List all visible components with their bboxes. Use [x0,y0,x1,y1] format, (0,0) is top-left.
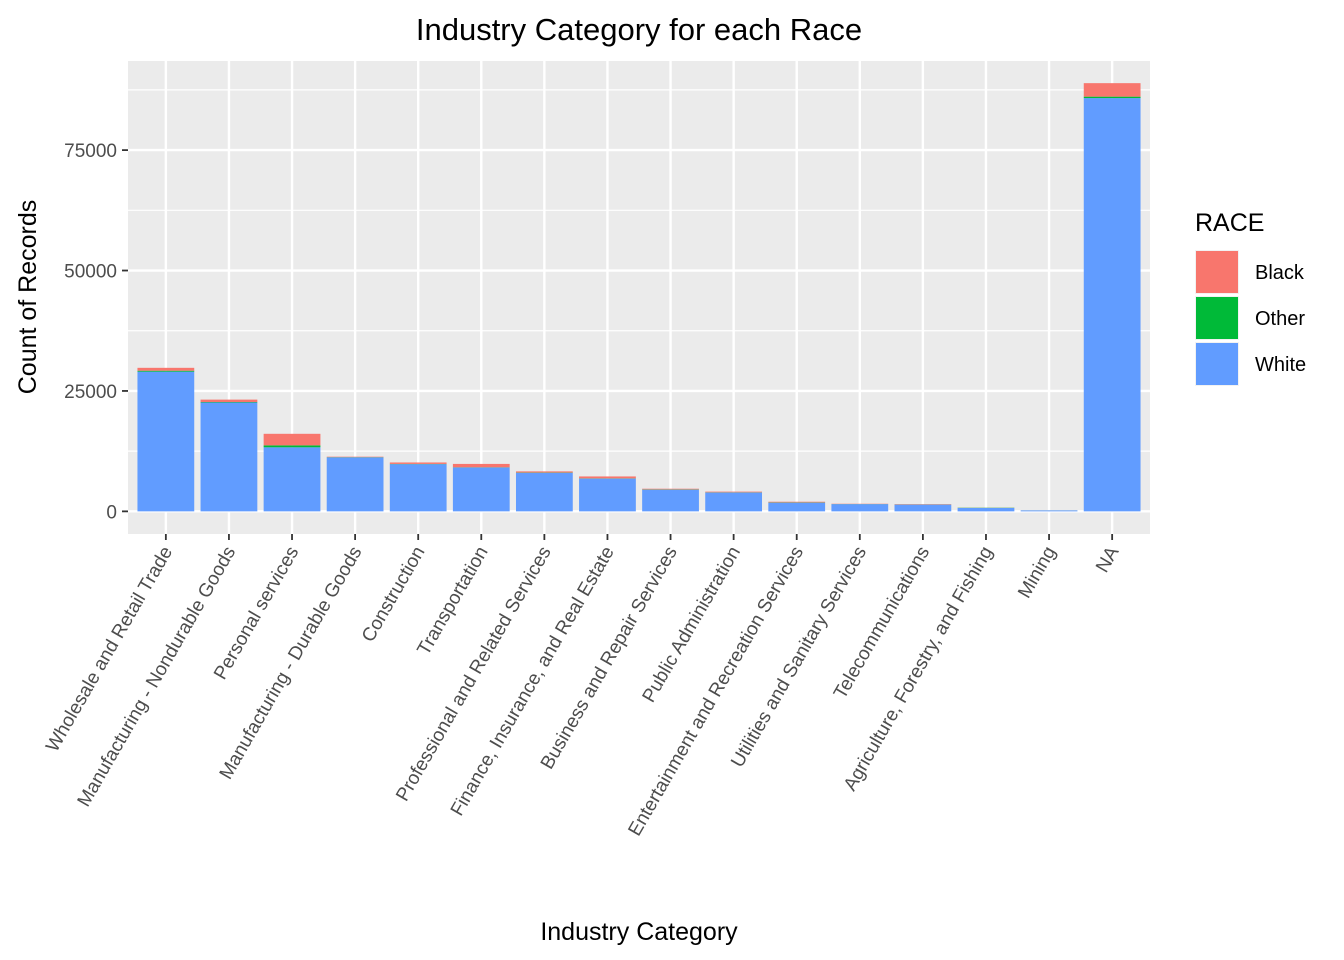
y-tick-label: 75000 [64,141,117,162]
legend-swatch-black [1196,251,1238,293]
bar-black [515,471,573,473]
bar-other [1083,96,1141,99]
legend-label-black: Black [1255,262,1305,284]
bar-black [137,367,195,371]
bar-black [705,491,763,493]
legend-label-white: White [1255,354,1306,376]
bar-white [389,464,447,512]
x-tick-label: Construction [358,543,430,646]
bar-white [705,492,763,512]
bar-white [263,447,321,512]
bar-black [452,463,510,468]
legend-swatch-white [1196,343,1238,385]
bar-black [263,433,321,446]
bar-black [1083,83,1141,97]
y-axis-title: Count of Records [14,200,42,395]
bar-white [1083,98,1141,512]
y-tick-label: 0 [106,502,117,523]
bar-white [831,504,889,512]
bar-white [200,402,258,512]
bar-white [642,489,699,512]
bar-other [137,370,195,372]
legend-swatch-other [1196,297,1238,339]
bar-white [326,457,384,512]
bar-white [137,371,195,512]
bar-white [579,478,636,512]
bar-black [579,476,636,479]
bar-black [642,488,699,490]
bar-black [768,501,826,503]
bars [137,83,1141,512]
bar-white [452,467,510,512]
legend-label-other: Other [1255,308,1305,330]
bar-black [389,462,447,464]
y-tick-label: 25000 [64,382,117,403]
chart-title: Industry Category for each Race [416,12,862,47]
bar-white [957,507,1015,512]
bar-other [263,445,321,448]
x-axis-title: Industry Category [540,918,738,946]
bar-white [515,472,573,512]
y-tick-label: 50000 [64,262,117,283]
x-axis: Wholesale and Retail TradeManufacturing … [42,534,1124,840]
x-tick-label: Mining [1014,543,1060,602]
x-tick-label: NA [1092,543,1124,577]
bar-white [894,504,952,512]
bar-white [1020,510,1078,512]
legend-title: RACE [1195,209,1264,237]
legend: RACE Black Other White [1195,209,1306,386]
bar-black [200,399,258,403]
x-tick-label: Wholesale and Retail Trade [42,543,177,756]
y-axis: 0 25000 50000 75000 [64,141,128,523]
bar-white [768,502,826,512]
